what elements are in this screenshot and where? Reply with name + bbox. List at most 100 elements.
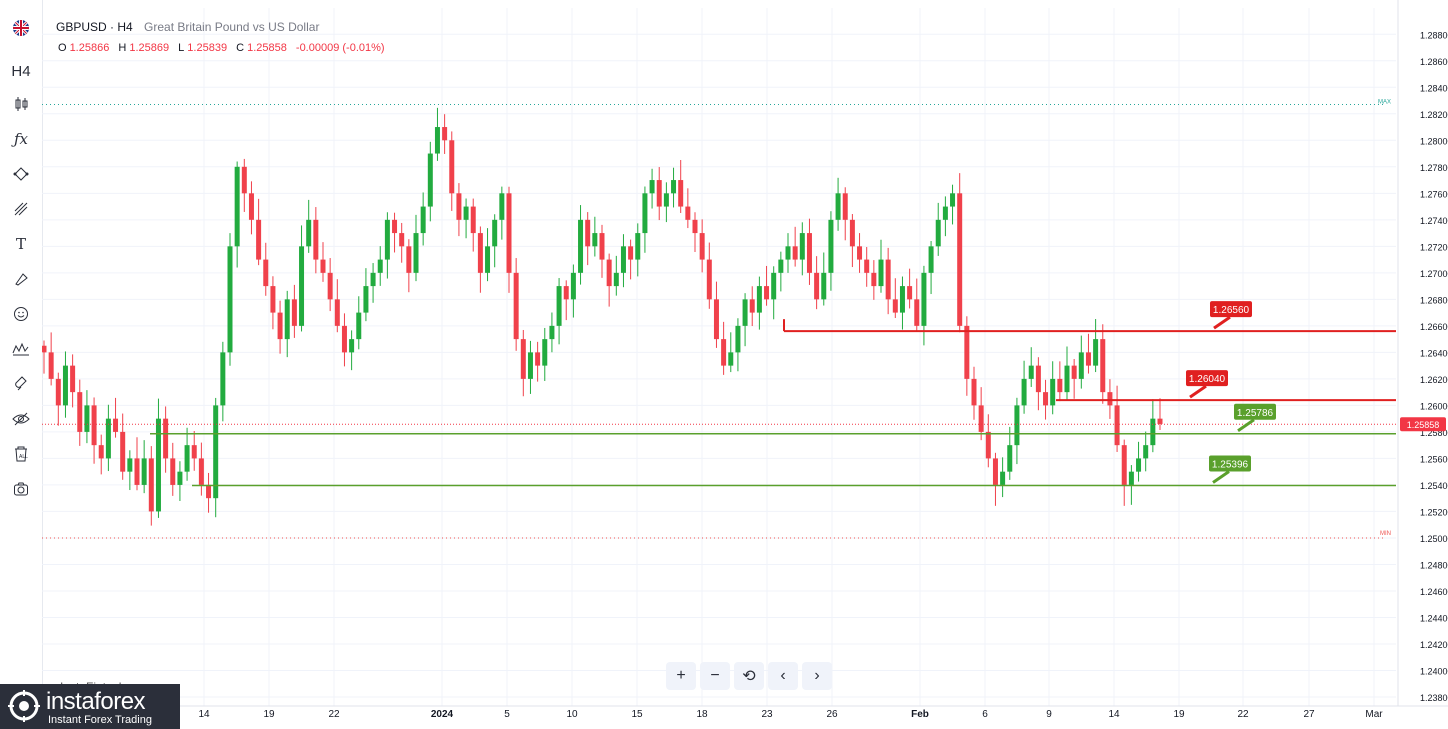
chart-canvas[interactable]: 1.28800 1.28600 1.28400 1.28200 1.28000 1.278… [42, 0, 1448, 729]
x-tick-label: 22 [328, 709, 340, 720]
gbp-usd-flag-icon[interactable] [13, 20, 29, 36]
candle-body [356, 312, 362, 340]
candle-body [542, 339, 548, 366]
symbol-legend: GBPUSD · H4 Great Britain Pound vs US Do… [56, 20, 319, 34]
candle-body [935, 219, 941, 247]
y-tick-label: 1.24800 [1420, 560, 1448, 570]
candle-body [1071, 365, 1077, 379]
max-label: MAX [1378, 100, 1391, 106]
candle-body [628, 246, 634, 260]
x-tick-label: 5 [504, 709, 510, 720]
candle-body [749, 299, 755, 313]
candle-body [470, 206, 476, 234]
reset-chart-button[interactable]: ⟲ [734, 662, 764, 690]
x-tick-label: 15 [631, 709, 643, 720]
candle-body [764, 286, 770, 300]
candle-body [370, 272, 376, 287]
candle-body [263, 259, 269, 287]
candle-body [492, 219, 498, 247]
emoji-icon[interactable] [8, 301, 34, 327]
candle-body [971, 378, 977, 406]
level-label-box [1234, 403, 1276, 420]
trend-icon[interactable] [8, 196, 34, 222]
eye-icon[interactable] [8, 406, 34, 432]
brand-tagline: Instant Forex Trading [48, 714, 152, 726]
drawing-toolbar: H4 ƒx T ALL [0, 0, 43, 729]
scroll-back-button[interactable]: ‹ [768, 662, 798, 690]
high-value: 1.25869 [129, 42, 170, 54]
level-pointer [1237, 418, 1255, 432]
magnet-icon[interactable] [8, 371, 34, 397]
y-tick-label: 1.27400 [1420, 216, 1448, 226]
y-tick-label: 1.24200 [1420, 640, 1448, 650]
symbol-name[interactable]: GBPUSD · H4 [56, 20, 133, 34]
fx-icon[interactable]: ƒx [13, 130, 28, 148]
candle-body [299, 246, 305, 326]
candle-body [928, 246, 934, 273]
y-tick-label: 1.28200 [1420, 110, 1448, 120]
zoom-out-button[interactable]: − [700, 662, 730, 690]
y-tick-label: 1.28600 [1420, 57, 1448, 67]
candle-body [91, 405, 97, 446]
candles-icon[interactable] [8, 91, 34, 117]
instaforex-mark-icon [8, 690, 40, 722]
candle-body [349, 339, 355, 353]
candle-body [1085, 352, 1091, 366]
candle-body [213, 405, 219, 499]
level-pointer [1213, 315, 1231, 330]
low-value: 1.25839 [187, 42, 228, 54]
level-label-box [1210, 301, 1252, 318]
pattern-icon[interactable] [8, 336, 34, 362]
x-tick-label: Mar [1365, 709, 1383, 720]
candle-body [885, 259, 891, 300]
candle-body [835, 193, 841, 220]
candle-body [778, 259, 784, 273]
candle-body [327, 272, 333, 300]
candle-body [592, 233, 598, 247]
x-tick-label: 6 [982, 709, 988, 720]
candle-body [284, 299, 290, 340]
candle-body [635, 233, 641, 260]
y-tick-label: 1.24400 [1420, 613, 1448, 623]
y-tick-label: 1.26800 [1420, 295, 1448, 305]
text-tool-button[interactable]: T [8, 231, 34, 257]
zoom-in-button[interactable]: + [666, 662, 696, 690]
level-label-value: 1.25786 [1237, 408, 1274, 419]
candle-body [456, 193, 462, 220]
pen-icon[interactable] [8, 161, 34, 187]
y-tick-label: 1.27600 [1420, 189, 1448, 199]
x-tick-label: 14 [1108, 709, 1120, 720]
candle-body [728, 352, 734, 366]
candle-body [155, 418, 161, 512]
candle-body [806, 233, 812, 273]
candle-body [1021, 378, 1027, 406]
scroll-forward-button[interactable]: › [802, 662, 832, 690]
candle-body [914, 299, 920, 326]
candle-body [1128, 471, 1134, 485]
timeframe-label: H4 [11, 62, 31, 80]
candle-body [120, 431, 126, 472]
candle-body [578, 219, 584, 273]
candle-body [864, 259, 870, 273]
y-tick-label: 1.25200 [1420, 507, 1448, 517]
x-tick-label: 19 [1173, 709, 1185, 720]
price-chart[interactable]: 1.28800 1.28600 1.28400 1.28200 1.28000 1.278… [42, 0, 1448, 729]
open-value: 1.25866 [69, 42, 110, 54]
min-label: MIN [1380, 531, 1391, 537]
candle-body [384, 219, 390, 260]
candle-body [663, 193, 669, 207]
candle-body [549, 325, 555, 340]
candle-body [70, 365, 76, 393]
candle-body [227, 246, 233, 353]
candle-body [849, 219, 855, 247]
high-label: H [118, 42, 127, 54]
candle-body [177, 471, 183, 485]
candle-body [485, 246, 491, 273]
current-price-value: 1.25858 [1407, 420, 1440, 430]
candle-body [964, 325, 970, 379]
camera-icon[interactable] [8, 476, 34, 502]
brush-icon[interactable] [8, 266, 34, 292]
candle-body [506, 193, 512, 273]
trash-all-icon[interactable]: ALL [8, 441, 34, 467]
timeframe-button[interactable]: H4 [8, 58, 34, 84]
